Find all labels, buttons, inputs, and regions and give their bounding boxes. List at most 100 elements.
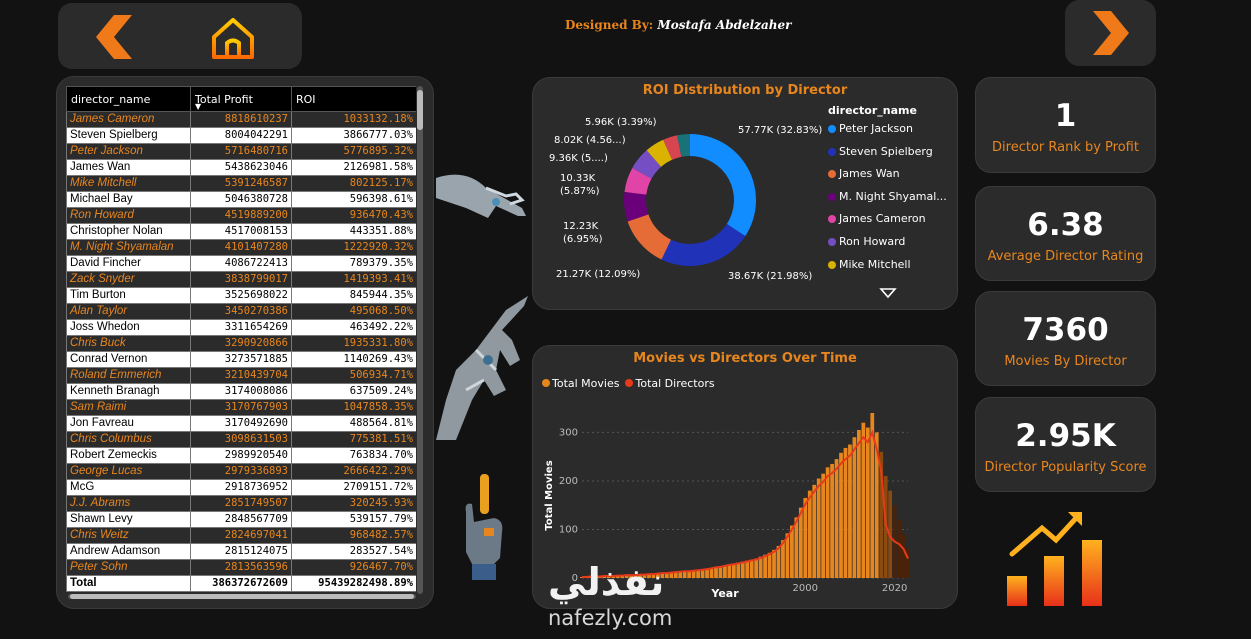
bar[interactable] (897, 519, 901, 578)
bar[interactable] (669, 572, 674, 578)
bar[interactable] (754, 558, 759, 578)
bar[interactable] (798, 507, 803, 578)
bar[interactable] (879, 451, 884, 578)
bar[interactable] (691, 570, 696, 578)
legend-item[interactable]: James Wan (828, 167, 900, 180)
bar[interactable] (874, 432, 879, 578)
table-row[interactable]: Steven Spielberg 8004042291 3866777.03% (66, 127, 416, 144)
bar[interactable] (870, 413, 875, 578)
legend-scroll-down-icon[interactable] (879, 287, 897, 299)
donut-slice[interactable] (624, 191, 649, 222)
legend-item[interactable]: M. Night Shyamal... (828, 190, 947, 203)
table-row[interactable]: Chris Columbus 3098631503 775381.51% (66, 431, 416, 448)
table-row[interactable]: Roland Emmerich 3210439704 506934.71% (66, 367, 416, 384)
bar[interactable] (767, 552, 772, 578)
bar[interactable] (843, 447, 848, 578)
bar[interactable] (718, 566, 723, 578)
bar[interactable] (852, 437, 857, 578)
bar[interactable] (647, 574, 651, 578)
legend-item[interactable]: Peter Jackson (828, 122, 913, 135)
bar[interactable] (687, 570, 692, 578)
bar[interactable] (678, 571, 683, 578)
bar[interactable] (865, 427, 870, 578)
donut-slice[interactable] (627, 214, 671, 260)
bar[interactable] (709, 567, 714, 578)
table-row[interactable]: James Wan 5438623046 2126981.58% (66, 159, 416, 176)
table-horizontal-scrollbar[interactable] (68, 594, 416, 599)
bar[interactable] (731, 563, 736, 578)
table-row[interactable]: Jon Favreau 3170492690 488564.81% (66, 415, 416, 432)
donut-slice[interactable] (677, 134, 690, 157)
bar[interactable] (830, 463, 834, 578)
bar[interactable] (857, 429, 861, 578)
bar[interactable] (723, 565, 727, 578)
table-row[interactable]: Sam Raimi 3170767903 1047858.35% (66, 399, 416, 416)
bar[interactable] (664, 572, 669, 578)
bar[interactable] (848, 444, 852, 578)
bar[interactable] (629, 575, 633, 578)
table-row[interactable]: Conrad Vernon 3273571885 1140269.43% (66, 351, 416, 368)
timeline-legend-item[interactable]: Total Directors (625, 377, 715, 390)
table-row[interactable]: Chris Buck 3290920866 1935331.80% (66, 335, 416, 352)
bar[interactable] (812, 484, 817, 578)
legend-item[interactable]: Ron Howard (828, 235, 905, 248)
chevron-right-icon[interactable] (1091, 9, 1131, 57)
legend-item[interactable]: Mike Mitchell (828, 258, 911, 271)
bar[interactable] (785, 533, 790, 578)
table-row[interactable]: Chris Weitz 2824697041 968482.57% (66, 527, 416, 544)
bar[interactable] (656, 573, 660, 578)
table-row[interactable]: Mike Mitchell 5391246587 802125.17% (66, 175, 416, 192)
timeline-chart[interactable]: 0 100 200 300 2000 2020 Year Total Movies (536, 395, 946, 607)
table-row[interactable]: Peter Sohn 2813563596 926467.70% (66, 559, 416, 576)
scrollbar-thumb[interactable] (417, 90, 423, 130)
chevron-left-icon[interactable] (94, 13, 134, 61)
table-row[interactable]: Christopher Nolan 4517008153 443351.88% (66, 223, 416, 240)
bar[interactable] (794, 517, 799, 578)
donut-slice[interactable] (632, 150, 662, 179)
table-row[interactable]: George Lucas 2979336893 2666422.29% (66, 463, 416, 480)
table-row[interactable]: M. Night Shyamalan 4101407280 1222920.32% (66, 239, 416, 256)
bar[interactable] (736, 562, 741, 578)
donut-slice[interactable] (646, 139, 673, 167)
bar[interactable] (816, 478, 821, 578)
table-row[interactable]: Joss Whedon 3311654269 463492.22% (66, 319, 416, 336)
bar[interactable] (861, 422, 866, 578)
bar[interactable] (682, 570, 687, 578)
bar[interactable] (821, 473, 826, 578)
bar[interactable] (803, 497, 808, 578)
scrollbar-thumb[interactable] (70, 594, 414, 599)
bar[interactable] (834, 459, 839, 578)
table-row[interactable]: Shawn Levy 2848567709 539157.79% (66, 511, 416, 528)
legend-item[interactable]: Steven Spielberg (828, 145, 933, 158)
sort-descending-icon[interactable]: ▼ (195, 102, 202, 111)
bar[interactable] (776, 545, 781, 578)
column-header-roi[interactable]: ROI (291, 86, 416, 112)
table-row[interactable]: James Cameron 8818610237 1033132.18% (66, 111, 416, 128)
legend-item[interactable]: James Cameron (828, 212, 926, 225)
donut-slice[interactable] (624, 167, 652, 195)
table-row[interactable]: Ron Howard 4519889200 936470.43% (66, 207, 416, 224)
table-row[interactable]: Alan Taylor 3450270386 495068.50% (66, 303, 416, 320)
table-row[interactable]: Tim Burton 3525698022 845944.35% (66, 287, 416, 304)
table-row[interactable]: Michael Bay 5046380728 596398.61% (66, 191, 416, 208)
bar[interactable] (620, 575, 625, 578)
bar[interactable] (839, 452, 843, 578)
director-table[interactable]: director_name Total Profit ▼ ROI James Ca… (66, 86, 416, 593)
table-row[interactable]: Peter Jackson 5716480716 5776895.32% (66, 143, 416, 160)
bar[interactable] (660, 573, 665, 578)
bar[interactable] (740, 561, 745, 579)
bar[interactable] (749, 559, 754, 578)
table-row[interactable]: Robert Zemeckis 2989920540 763834.70% (66, 447, 416, 464)
bar[interactable] (906, 548, 910, 578)
bar[interactable] (825, 467, 830, 578)
table-vertical-scrollbar[interactable] (417, 86, 423, 594)
table-row[interactable]: David Fincher 4086722413 789379.35% (66, 255, 416, 272)
bar[interactable] (705, 568, 709, 578)
table-row[interactable]: Zack Snyder 3838799017 1419393.41% (66, 271, 416, 288)
bar[interactable] (642, 574, 647, 578)
donut-slice[interactable] (661, 224, 746, 266)
column-header-total-profit[interactable]: Total Profit ▼ (190, 86, 292, 112)
home-icon[interactable] (210, 15, 256, 61)
bar[interactable] (790, 525, 794, 578)
bar[interactable] (781, 540, 785, 578)
